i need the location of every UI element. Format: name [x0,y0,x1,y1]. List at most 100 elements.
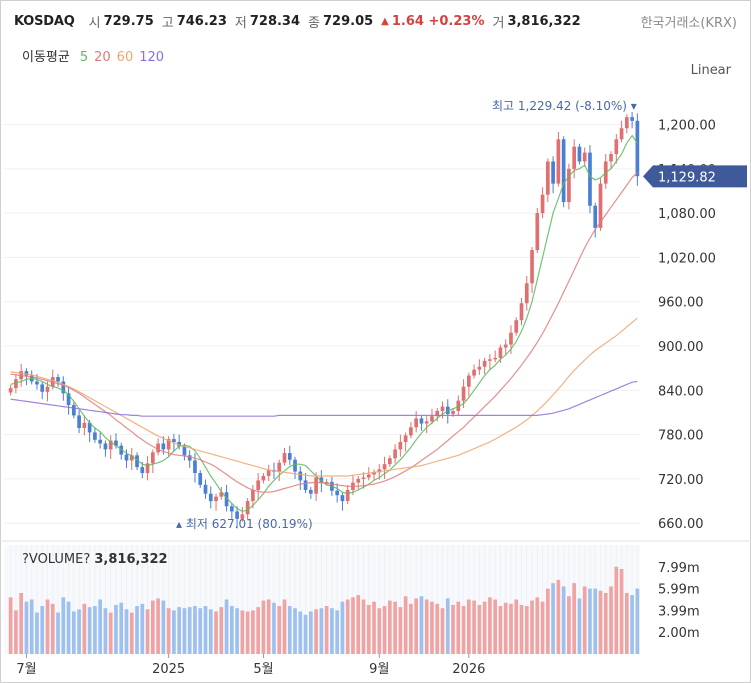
candle [308,487,313,499]
candle-body [24,371,29,376]
candle [266,464,271,482]
candle-body [293,459,297,472]
volume-bar [261,600,266,654]
candle [514,317,519,336]
candle-body [345,490,350,502]
moving-average-legend[interactable]: 이동평균 5 20 60 120 [22,46,176,65]
volume-bar [224,599,229,654]
volume-bar [561,586,566,654]
candle-body [456,400,461,412]
volume-bar [456,601,461,654]
candle [187,450,192,468]
candle-body [319,477,324,483]
candle-body [103,443,108,450]
volume-bar [430,601,434,654]
candle [256,473,261,500]
volume-bar [319,608,324,654]
volume-bar [324,606,329,654]
candle [482,357,487,375]
candle-body [71,405,76,416]
candle [150,449,155,474]
up-triangle-icon: ▲ [381,15,389,27]
candle [156,438,160,456]
candle [314,472,318,502]
candle [567,163,571,210]
candle [577,143,582,165]
candle [229,503,234,519]
candle [340,492,345,511]
candle [203,479,208,499]
candle-body [509,332,513,345]
candle-body [482,360,487,367]
ma-period-60[interactable]: 60 [116,50,134,65]
volume-tick-label: 5.99m [658,583,700,598]
candle [456,395,461,417]
candle-body [445,406,450,414]
candle-body [314,477,318,494]
candle-body [398,442,403,450]
volume-bar [514,599,519,654]
volume-bar [303,614,308,654]
candle [561,136,566,208]
candle [503,339,508,355]
volume-bar [87,607,92,654]
time-tick-label: 7월 [16,662,36,677]
candle [414,411,419,433]
candle-body [150,452,155,464]
candle [71,402,76,419]
candle [108,435,113,459]
scale-toggle-button[interactable]: Linear [690,63,731,78]
volume-bar [77,609,81,654]
volume-bar [603,592,608,654]
volume-bar [29,599,34,654]
candles [8,111,640,529]
volume-bar [419,596,424,654]
candle-body [93,432,97,440]
volume-bar [308,611,313,654]
candle-body [235,511,239,519]
volume-bar [71,611,76,654]
candle [14,374,18,394]
data-source: 한국거래소(KRX) [640,15,737,31]
candle [398,434,403,457]
volume-bar [619,568,624,654]
volume-bar [535,597,540,654]
volume-bar [203,606,208,654]
ma-period-20[interactable]: 20 [94,50,111,65]
candle-body [630,117,634,121]
candle-body [545,161,550,195]
volume-bar [229,606,234,654]
candle [535,207,540,254]
volume-bar [345,599,350,654]
candle-body [87,422,92,433]
candle [219,487,224,500]
volume-bar [387,600,392,654]
low-value: 728.34 [249,13,301,29]
volume-bar [361,599,366,654]
volume-bar [451,604,455,654]
volume-bar [240,610,245,654]
candle-body [98,439,103,444]
ma-period-120[interactable]: 120 [139,50,165,65]
candle-body [251,490,255,502]
volume-bar [424,599,429,654]
candle [582,147,587,167]
volume-bar [187,607,192,654]
volume-bar [35,612,39,654]
price-tick-label: 840.00 [658,384,704,399]
candle-body [514,320,519,333]
volume-bar [166,608,171,654]
volume-bar [614,566,619,654]
candle-body [424,421,429,424]
volume-bar [145,609,150,654]
candle [261,473,266,484]
candle [61,376,66,401]
candle-body [624,117,629,129]
ma-period-5[interactable]: 5 [79,50,89,65]
volume-bar [377,608,382,654]
volume-bar [435,603,440,654]
candle-body [193,460,197,474]
candle-body [430,416,434,422]
volume-bar [582,586,587,654]
